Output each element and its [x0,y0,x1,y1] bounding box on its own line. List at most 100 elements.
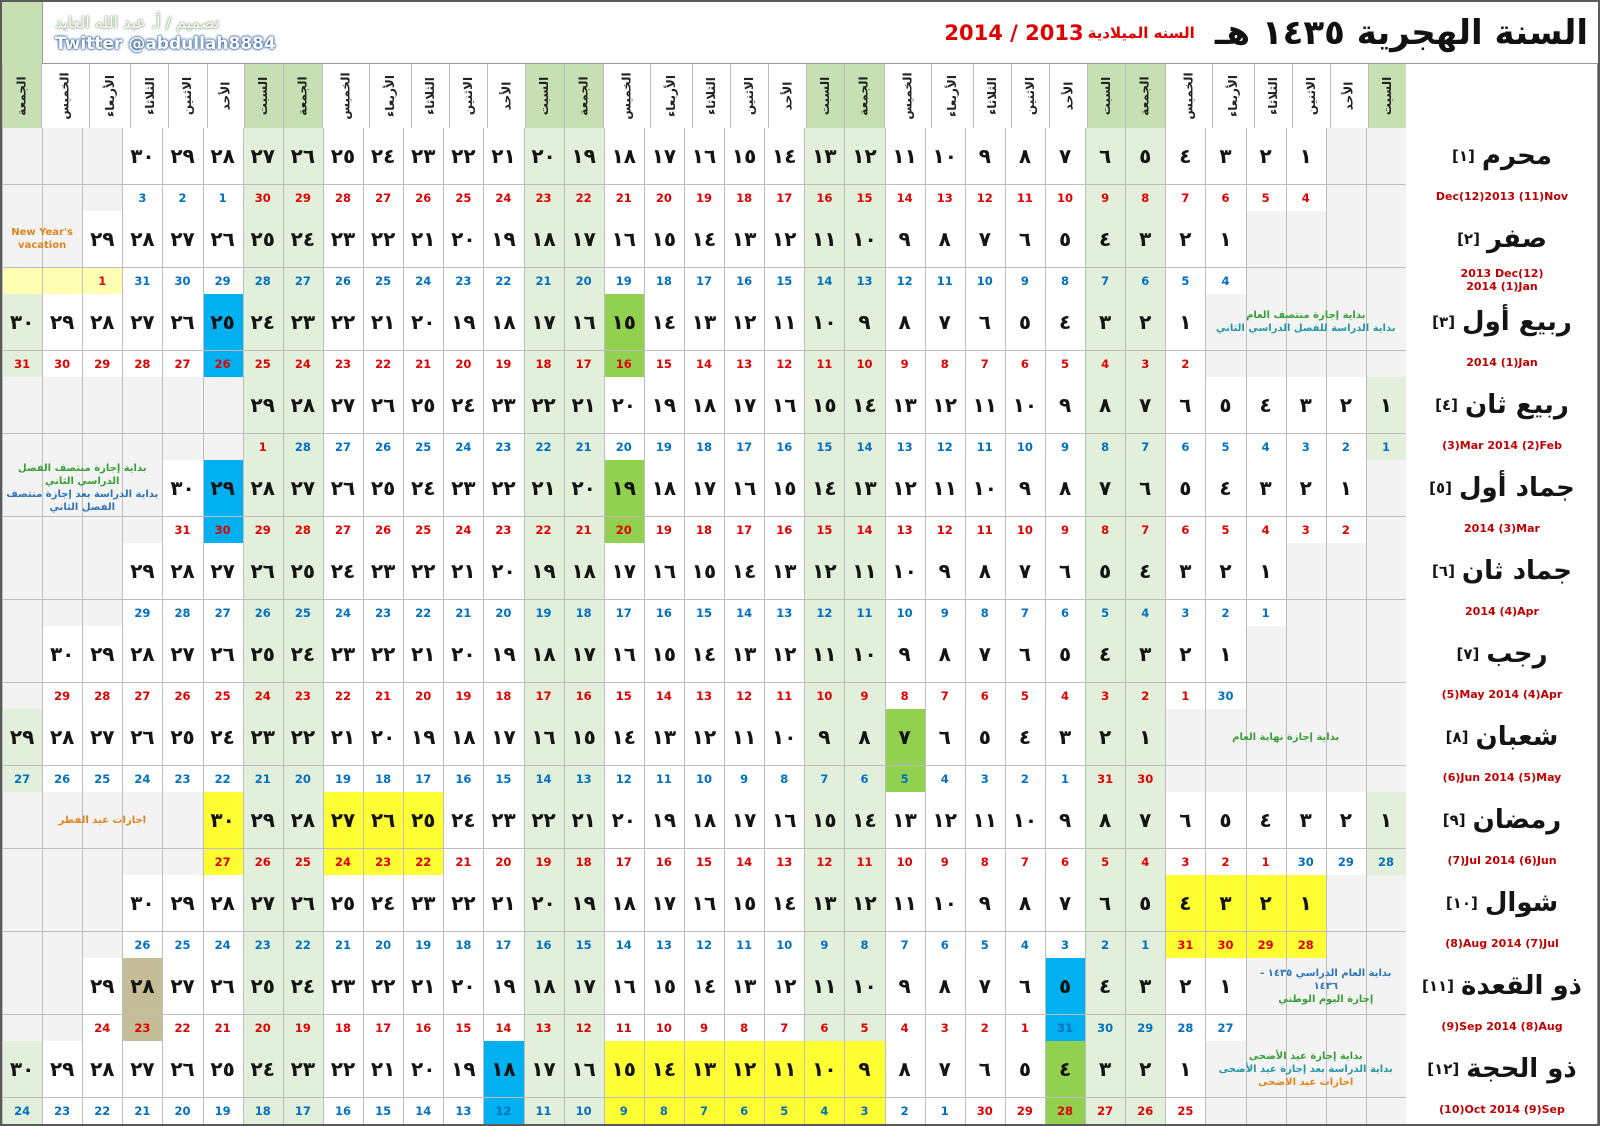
weekday-header-cell: الاثنين [449,64,488,128]
hijri-day-cell: ١ [1125,709,1166,765]
hijri-day-cell: ١٨ [603,875,644,931]
greg-day-cell: 19 [443,682,484,709]
weekday-label: الأحد [1060,81,1075,111]
hijri-day-cell: ١٤ [643,1041,684,1097]
weekday-header-cell: الأربعاء [650,64,693,128]
empty-cell [2,516,43,543]
weekday-header-cell: الخميس [322,64,370,128]
month-index: [٧] [1456,645,1480,663]
greg-day-cell: 11 [724,931,765,958]
hijri-day-cell: ٢٢ [363,211,404,267]
month-greg-label-line: 2014 (1)Jan [1466,356,1538,370]
hijri-day-cell: ٣ [1165,543,1206,599]
weekday-header-cell: السبت [244,64,283,128]
weekday-label: الاثنين [461,76,476,116]
weekday-header-cell: الثلاثاء [411,64,450,128]
greg-day-cell: 13 [884,516,925,543]
hijri-day-cell: ٢٩ [42,294,83,350]
greg-day-cell: 28 [1365,848,1406,875]
gregorian-years: 2014 / 2013 [944,21,1084,45]
empty-cell [1325,184,1366,211]
month-index: [٤] [1435,396,1458,414]
greg-day-cell: 17 [523,682,564,709]
greg-day-cell: 25 [363,267,404,294]
hijri-day-cell: ٧ [1125,377,1166,433]
greg-day-cell: 5 [1245,184,1286,211]
greg-day-cell: 1 [1044,765,1086,792]
empty-cell [1325,709,1366,765]
hijri-day-cell: ١٤ [724,543,765,599]
greg-day-cell: 11 [603,1014,644,1041]
hijri-day-cell: ٢٨ [202,128,243,184]
greg-day-cell: 2 [1205,599,1246,626]
greg-day-cell: 4 [804,1097,845,1124]
hijri-day-cell: ٥ [1085,543,1126,599]
greg-day-cell: 6 [1044,848,1086,875]
greg-day-cell: 8 [1085,433,1126,460]
greg-day-cell: 24 [443,516,484,543]
hijri-day-cell: ٢ [1165,211,1206,267]
weekday-header-cell: الثلاثاء [130,64,169,128]
month-greg-label-line: Dec(12)2013 (11)Nov [1435,190,1569,204]
weekday-label: الاثنين [742,76,757,116]
hijri-day-cell: ١٤ [603,709,644,765]
hijri-day-cell: ٢ [1125,294,1166,350]
greg-day-cell: 24 [122,765,163,792]
annotation-line: بداية الدراسة بعد إجازة منتصف الفصل الثا… [6,489,159,513]
hijri-day-cell: ١٥ [643,211,684,267]
hijri-day-cell: ١٣ [884,377,925,433]
empty-cell [1245,267,1286,294]
greg-day-cell: 16 [403,1014,444,1041]
greg-day-cell: 18 [643,267,684,294]
empty-cell [1325,599,1366,626]
hijri-day-cell: ١٢ [683,709,725,765]
hijri-day-cell: ١٧ [563,211,604,267]
weekday-label: السبت [1379,76,1394,116]
greg-day-cell: 25 [403,516,444,543]
greg-day-cell: 23 [322,350,364,377]
greg-day-cell: 10 [844,350,885,377]
greg-day-cell: 24 [443,433,484,460]
greg-day-cell: 27 [202,848,243,875]
weekday-header-cell: الثلاثاء [1253,64,1292,128]
hijri-day-cell: ٢٢ [523,377,564,433]
empty-cell [1205,1097,1246,1124]
greg-day-cell: 4 [1044,682,1086,709]
greg-day-cell: 20 [603,516,644,543]
greg-day-cell: 2 [1165,350,1206,377]
greg-day-cell: 18 [322,1014,364,1041]
greg-day-cell: 29 [1325,848,1366,875]
greg-day-cell: 26 [403,184,444,211]
hijri-day-cell: ٢٠ [523,128,564,184]
greg-day-cell: 17 [724,433,765,460]
empty-cell [2,875,43,931]
empty-cell [1365,128,1406,184]
greg-day-cell: 27 [1085,1097,1126,1124]
hijri-day-cell: ١٧ [523,1041,564,1097]
greg-day-cell: 20 [603,433,644,460]
empty-cell [1365,931,1406,958]
greg-day-cell: 10 [1004,516,1045,543]
hijri-day-cell: ١١ [964,792,1005,848]
empty-cell [2,211,43,267]
hijri-day-cell: ٢٢ [282,709,323,765]
greg-day-cell: 4 [1125,599,1166,626]
weekday-header: السبت الأحد الاثنين الثلاثاء الأربعاء الخميس ا… [2,64,1598,128]
hijri-day-cell: ٢٢ [403,543,444,599]
empty-cell [1325,211,1366,267]
hijri-day-cell: ١ [1245,543,1286,599]
greg-day-cell: 17 [603,848,644,875]
empty-cell [1365,599,1406,626]
hijri-day-cell: ١١ [884,875,925,931]
hijri-day-cell: ٢٠ [603,377,644,433]
greg-day-cell: 8 [724,1014,765,1041]
hijri-day-cell: ٢٤ [443,792,484,848]
hijri-day-cell: ٧ [964,211,1005,267]
month-greg-label: (8)Aug 2014 (7)Jul [1445,931,1559,958]
greg-day-cell: 13 [924,184,965,211]
greg-day-cell: 5 [884,765,925,792]
greg-day-cell: 7 [1125,516,1166,543]
weekday-header-cell: الثلاثاء [972,64,1011,128]
greg-day-cell: 2 [964,1014,1005,1041]
month-greg-label-line: 2014 (3)Mar [1464,522,1540,536]
